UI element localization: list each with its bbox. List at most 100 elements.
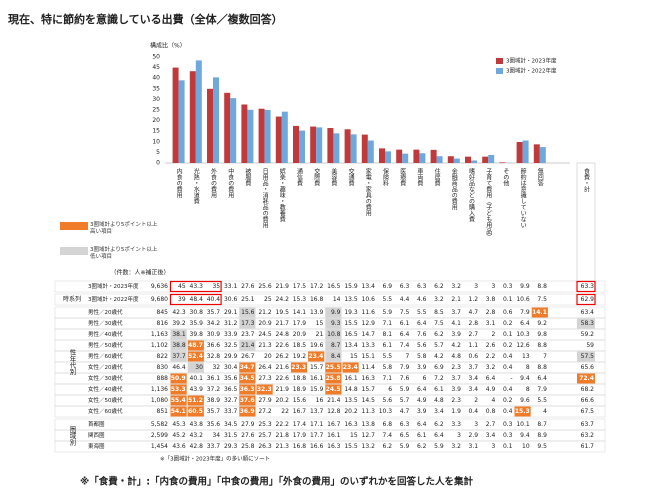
cell: 17.9 (293, 320, 307, 327)
cell: 29.9 (224, 353, 238, 360)
cell: 10.8 (327, 331, 341, 338)
cell: 29.3 (224, 443, 238, 450)
column-header: 車両費 (416, 167, 423, 187)
top-box (169, 293, 222, 306)
cell: 11.4 (362, 364, 376, 371)
cell: 24.5 (258, 331, 272, 338)
cell: 0.4 (503, 386, 513, 393)
cell: - (510, 375, 512, 382)
cell: 16.3 (344, 421, 358, 428)
row-label: 男性／30歳代 (88, 319, 123, 327)
cell: 43.9 (190, 386, 204, 393)
cell: 6.1 (417, 432, 427, 439)
cell: 6.9 (434, 364, 444, 371)
cell: 24.5 (326, 386, 341, 393)
cell: 1.2 (469, 296, 479, 303)
highlight-swatch (60, 247, 88, 255)
cell: 9.9 (331, 309, 341, 316)
cell: 6.4 (434, 432, 444, 439)
y-tick-label: 40 (152, 75, 160, 82)
cell: 15 (350, 353, 358, 360)
cell: 2 (491, 331, 495, 338)
cell-highlight (308, 351, 325, 362)
cell: 6.3 (400, 283, 410, 290)
cell: 55.4 (171, 397, 186, 404)
cell: 3.1 (486, 320, 496, 327)
cell: 39.8 (190, 331, 204, 338)
row-label: 首都圏 (88, 420, 105, 428)
cell: 34 (212, 432, 220, 439)
cell: 15 (350, 432, 358, 439)
cell: 30.8 (190, 309, 204, 316)
cell: 12.7 (362, 432, 376, 439)
cell-highlight (325, 384, 342, 395)
cell: 3.3 (451, 421, 461, 428)
row-label: 男性／40歳代 (88, 330, 123, 338)
cell: 3.4 (434, 408, 444, 415)
cell: 16.7 (293, 408, 307, 415)
cell: 13.9 (310, 309, 324, 316)
cell: 5.5 (383, 353, 393, 360)
cell: 7.1 (383, 320, 393, 327)
cell: 21.9 (276, 386, 290, 393)
cell: 15 (316, 320, 324, 327)
cell: 8.5 (434, 309, 444, 316)
cell-highlight (325, 362, 342, 373)
cell-highlight (325, 373, 342, 384)
cell-highlight (170, 329, 187, 340)
cell-total: 72.4 (579, 375, 594, 382)
bar (327, 128, 334, 163)
cell: 11.3 (362, 408, 376, 415)
bar (533, 144, 540, 163)
cell-highlight (170, 340, 187, 351)
cell: 36.1 (207, 375, 221, 382)
cell: 6.8 (383, 421, 393, 428)
cell: 13.2 (362, 443, 376, 450)
cell: 7.4 (400, 342, 410, 349)
cell: 2.7 (486, 421, 496, 428)
row-label: 女性／60歳代 (88, 407, 123, 415)
bar (178, 80, 185, 163)
column-header: 通信費 (296, 167, 303, 187)
cell: 4.1 (451, 320, 461, 327)
cell-highlight (170, 406, 187, 417)
bar (379, 148, 385, 163)
cell: 16.5 (344, 331, 358, 338)
cell: 21.4 (327, 397, 341, 404)
cell: 1.1 (469, 342, 479, 349)
cell: 38.1 (172, 331, 186, 338)
cell: 14.1 (532, 309, 547, 316)
cell: 0.6 (469, 353, 479, 360)
legend-swatch (496, 68, 503, 74)
cell: 8.8 (537, 283, 547, 290)
cell: 35 (212, 283, 220, 290)
cell: 4.9 (486, 386, 496, 393)
cell: 2.1 (451, 296, 461, 303)
row-n: 1,136 (151, 386, 168, 393)
cell-highlight (325, 318, 342, 329)
cell: 25.8 (326, 375, 341, 382)
cell: 30 (195, 364, 203, 371)
cell: 12.9 (362, 320, 376, 327)
cell: 27.9 (241, 421, 255, 428)
cell-highlight (239, 406, 256, 417)
cell: 7 (543, 353, 547, 360)
column-header: その他 (502, 168, 509, 187)
cell: 2.2 (486, 353, 496, 360)
column-header: 医療費 (399, 168, 406, 187)
cell: 9.2 (537, 320, 547, 327)
cell-total: 67.5 (581, 408, 595, 415)
cell: 10.3 (379, 408, 393, 415)
cell: 7.6 (417, 331, 427, 338)
cell: 25.3 (258, 421, 272, 428)
cell: 7.5 (537, 296, 547, 303)
cell: 5.9 (383, 309, 393, 316)
cell: 43.8 (190, 421, 204, 428)
cell: 45.3 (172, 421, 186, 428)
cell: 30.9 (207, 331, 221, 338)
cell: 3.4 (469, 375, 479, 382)
cell: 33.1 (224, 283, 238, 290)
cell: 34.5 (224, 421, 238, 428)
top-box (169, 280, 222, 293)
